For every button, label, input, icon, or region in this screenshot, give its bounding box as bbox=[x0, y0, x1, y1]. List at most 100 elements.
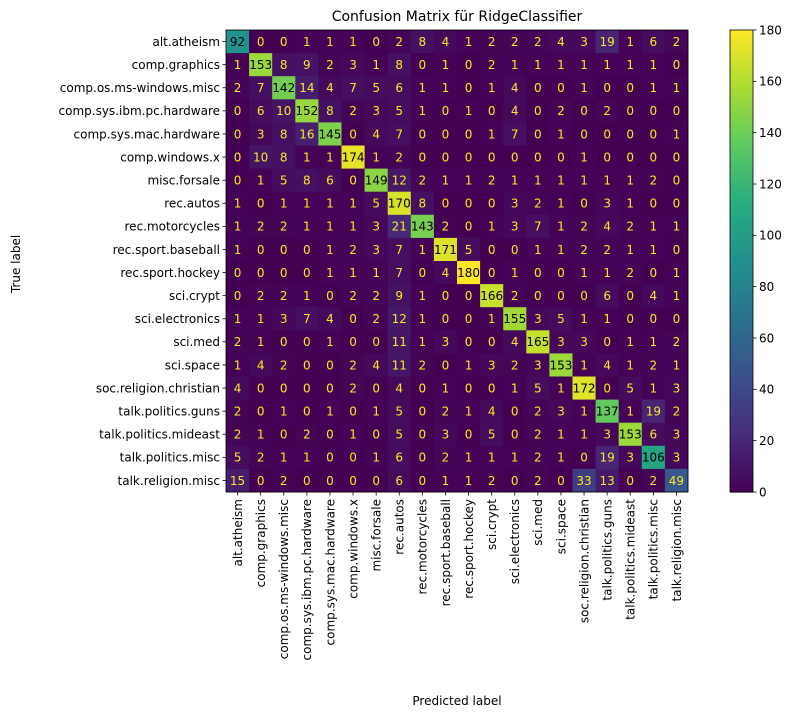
colorbar-segment bbox=[730, 87, 753, 93]
cell-value-label: 170 bbox=[388, 197, 411, 211]
cell-value-label: 3 bbox=[626, 451, 634, 465]
heatmap-cell bbox=[641, 330, 666, 354]
cell-value-label: 0 bbox=[673, 150, 681, 164]
cell-value-label: 1 bbox=[465, 404, 473, 418]
heatmap-cell bbox=[410, 376, 435, 400]
heatmap-cell bbox=[226, 353, 250, 377]
heatmap-cell bbox=[318, 30, 342, 54]
colorbar-tick-label: 120 bbox=[759, 177, 782, 191]
colorbar-segment bbox=[730, 60, 753, 66]
heatmap-cell bbox=[226, 191, 250, 216]
cell-value-label: 3 bbox=[257, 127, 265, 141]
heatmap-cell bbox=[572, 284, 596, 308]
cell-value-label: 0 bbox=[465, 220, 473, 234]
heatmap-cell bbox=[272, 284, 296, 308]
heatmap-cell bbox=[433, 214, 458, 239]
heatmap-cell bbox=[364, 261, 389, 285]
colorbar-tick-label: 160 bbox=[759, 75, 782, 89]
cell-value-label: 1 bbox=[465, 104, 473, 118]
heatmap-cell bbox=[318, 376, 342, 400]
heatmap-cell bbox=[641, 53, 666, 77]
colorbar-segment bbox=[730, 37, 753, 43]
cell-value-label: 0 bbox=[442, 127, 450, 141]
heatmap-cell bbox=[341, 468, 365, 493]
colorbar-segment bbox=[730, 107, 753, 112]
heatmap-cell bbox=[272, 445, 296, 470]
cell-value-label: 1 bbox=[580, 58, 588, 72]
heatmap-cell bbox=[664, 145, 689, 169]
cell-value-label: 2 bbox=[349, 243, 357, 257]
cell-value-label: 2 bbox=[234, 404, 242, 418]
heatmap-cell bbox=[503, 307, 527, 331]
heatmap-cell bbox=[549, 76, 573, 100]
cell-value-label: 153 bbox=[619, 428, 642, 442]
cell-value-label: 1 bbox=[488, 451, 496, 465]
cell-value-label: 1 bbox=[488, 312, 496, 326]
cell-value-label: 5 bbox=[488, 428, 496, 442]
cell-value-label: 7 bbox=[395, 243, 403, 257]
colorbar-segment bbox=[730, 457, 753, 462]
heatmap-cell bbox=[433, 76, 458, 100]
cell-value-label: 0 bbox=[234, 127, 242, 141]
cell-value-label: 0 bbox=[488, 381, 496, 395]
colorbar-segment bbox=[730, 214, 753, 220]
cell-value-label: 5 bbox=[557, 312, 565, 326]
cell-value-label: 3 bbox=[442, 335, 450, 349]
cell-value-label: 0 bbox=[465, 428, 473, 442]
cell-value-label: 1 bbox=[603, 312, 611, 326]
heatmap-cell bbox=[641, 122, 666, 146]
heatmap-cell bbox=[364, 168, 389, 193]
cell-value-label: 1 bbox=[580, 404, 588, 418]
heatmap-cell bbox=[272, 214, 296, 239]
cell-value-label: 0 bbox=[488, 104, 496, 118]
cell-value-label: 0 bbox=[534, 289, 542, 303]
heatmap-cell bbox=[572, 145, 596, 169]
cell-value-label: 1 bbox=[442, 81, 450, 95]
heatmap-cell bbox=[572, 30, 596, 54]
heatmap-cell bbox=[572, 168, 596, 193]
colorbar-segment bbox=[730, 465, 753, 470]
cell-value-label: 1 bbox=[626, 58, 634, 72]
x-tick-label: rec.motorcycles bbox=[416, 499, 430, 594]
cell-value-label: 2 bbox=[511, 358, 519, 372]
heatmap-cell bbox=[272, 145, 296, 169]
cell-value-label: 1 bbox=[580, 81, 588, 95]
cell-value-label: 3 bbox=[372, 220, 380, 234]
cell-value-label: 12 bbox=[392, 173, 407, 187]
cell-value-label: 2 bbox=[234, 428, 242, 442]
colorbar-segment bbox=[730, 388, 753, 393]
heatmap-cell bbox=[572, 53, 596, 77]
cell-value-label: 3 bbox=[349, 58, 357, 72]
heatmap-cell bbox=[480, 99, 504, 123]
cell-value-label: 2 bbox=[257, 451, 265, 465]
cell-value-label: 1 bbox=[626, 404, 634, 418]
cell-value-label: 2 bbox=[349, 358, 357, 372]
heatmap-cell bbox=[595, 445, 620, 470]
colorbar-segment bbox=[730, 230, 753, 235]
cell-value-label: 1 bbox=[234, 58, 242, 72]
heatmap-cell bbox=[410, 237, 435, 262]
heatmap-cell bbox=[480, 330, 504, 354]
y-tick-label: talk.politics.misc bbox=[120, 451, 220, 465]
cell-value-label: 6 bbox=[395, 451, 403, 465]
cell-value-label: 2 bbox=[673, 335, 681, 349]
heatmap-cell bbox=[595, 122, 620, 146]
cell-value-label: 7 bbox=[395, 266, 403, 280]
heatmap-cell bbox=[480, 191, 504, 216]
heatmap-cell bbox=[387, 468, 412, 493]
cell-value-label: 5 bbox=[372, 81, 380, 95]
y-tick-label: talk.religion.misc bbox=[118, 474, 220, 488]
cell-value-label: 8 bbox=[303, 173, 311, 187]
cell-value-label: 0 bbox=[534, 104, 542, 118]
colorbar-segment bbox=[730, 449, 753, 455]
heatmap-cell bbox=[618, 261, 643, 285]
cell-value-label: 4 bbox=[488, 404, 496, 418]
cell-value-label: 2 bbox=[419, 358, 427, 372]
colorbar-segment bbox=[730, 330, 753, 335]
cell-value-label: 0 bbox=[257, 404, 265, 418]
colorbar-segment bbox=[730, 441, 753, 447]
heatmap-cell bbox=[272, 376, 296, 400]
colorbar-segment bbox=[730, 33, 753, 39]
y-tick-label: comp.sys.mac.hardware bbox=[74, 127, 220, 141]
heatmap-cell bbox=[295, 468, 319, 493]
